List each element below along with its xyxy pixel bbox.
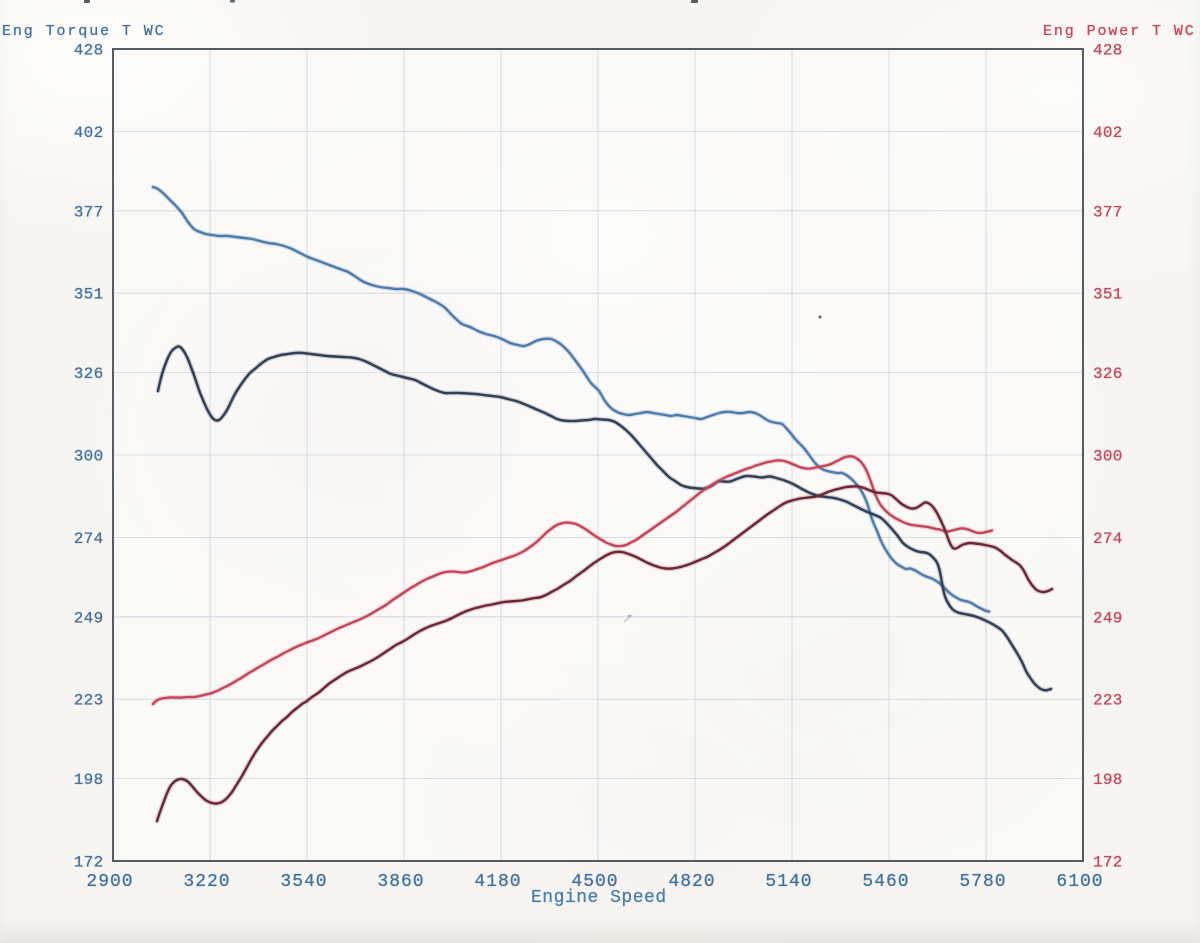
svg-text:249: 249 — [74, 609, 104, 627]
svg-text:274: 274 — [74, 530, 104, 548]
svg-text:5780: 5780 — [959, 872, 1006, 892]
svg-text:6100: 6100 — [1056, 872, 1103, 892]
svg-text:223: 223 — [74, 692, 104, 710]
svg-text:300: 300 — [1093, 448, 1123, 466]
svg-text:274: 274 — [1093, 530, 1123, 548]
svg-text:326: 326 — [1093, 365, 1123, 383]
svg-text:300: 300 — [74, 448, 104, 466]
svg-text:402: 402 — [74, 124, 104, 142]
svg-text:172: 172 — [1093, 854, 1123, 872]
svg-text:377: 377 — [1093, 203, 1123, 221]
svg-text:402: 402 — [1093, 124, 1123, 142]
svg-text:3540: 3540 — [280, 872, 327, 892]
svg-text:326: 326 — [74, 365, 104, 383]
svg-text:428: 428 — [1093, 42, 1123, 60]
svg-text:4180: 4180 — [474, 872, 521, 892]
svg-text:4500: 4500 — [571, 872, 618, 892]
svg-text:198: 198 — [74, 771, 104, 789]
svg-text:5140: 5140 — [765, 872, 812, 892]
svg-text:4820: 4820 — [668, 872, 715, 892]
svg-text:428: 428 — [74, 42, 104, 60]
svg-text:351: 351 — [74, 286, 104, 304]
svg-text:249: 249 — [1093, 609, 1123, 627]
svg-text:3220: 3220 — [183, 872, 230, 892]
svg-text:172: 172 — [74, 854, 104, 872]
svg-text:198: 198 — [1093, 771, 1123, 789]
svg-text:377: 377 — [74, 203, 104, 221]
svg-text:2900: 2900 — [86, 872, 133, 892]
svg-text:351: 351 — [1093, 286, 1123, 304]
svg-text:223: 223 — [1093, 692, 1123, 710]
svg-text:3860: 3860 — [377, 872, 424, 892]
svg-text:5460: 5460 — [862, 872, 909, 892]
